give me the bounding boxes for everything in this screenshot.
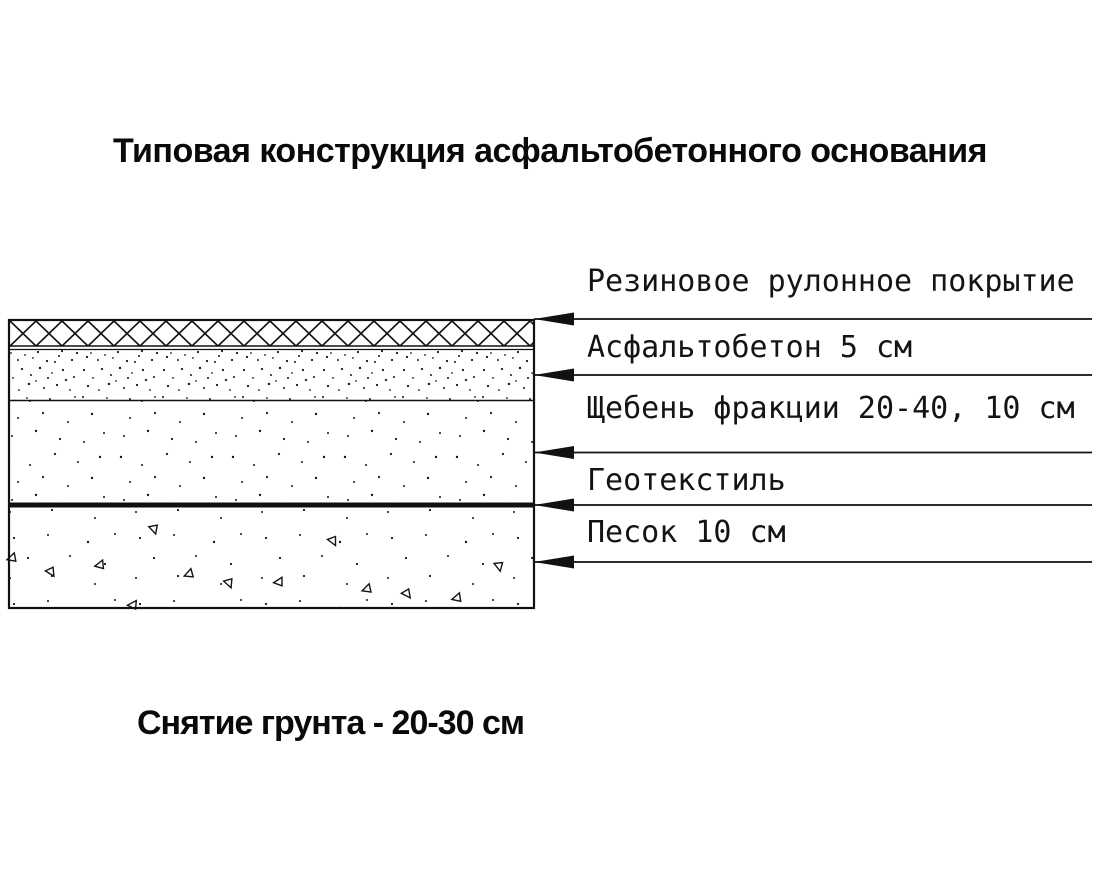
arrow-sand-icon [534, 555, 574, 569]
layer-asphalt-texture [10, 350, 533, 400]
arrow-asphalt-icon [534, 368, 574, 382]
section-border-lines [7, 318, 536, 610]
callout-label-geotextile: Геотекстиль [587, 463, 786, 498]
layer-geotextile-bar [9, 502, 534, 508]
callout-label-asphalt: Асфальтобетон 5 см [587, 330, 913, 365]
callout-label-rubber: Резиновое рулонное покрытие [587, 264, 1075, 299]
layer-sand-texture [10, 508, 533, 607]
arrow-geotextile-icon [534, 498, 574, 512]
callout-arrowheads [534, 312, 574, 569]
drawing-title: Типовая конструкция асфальтобетонного ос… [113, 132, 987, 170]
footer-note: Снятие грунта - 20-30 см [137, 704, 525, 742]
layer-rubber-texture [10, 321, 533, 346]
arrow-gravel-icon [534, 446, 574, 459]
layer-gravel-texture [10, 401, 533, 502]
callout-label-sand: Песок 10 см [587, 515, 786, 550]
callout-label-gravel: Щебень фракции 20-40, 10 см [587, 391, 1075, 426]
arrow-rubber-icon [534, 312, 574, 326]
callout-leader-lines [534, 318, 1092, 563]
